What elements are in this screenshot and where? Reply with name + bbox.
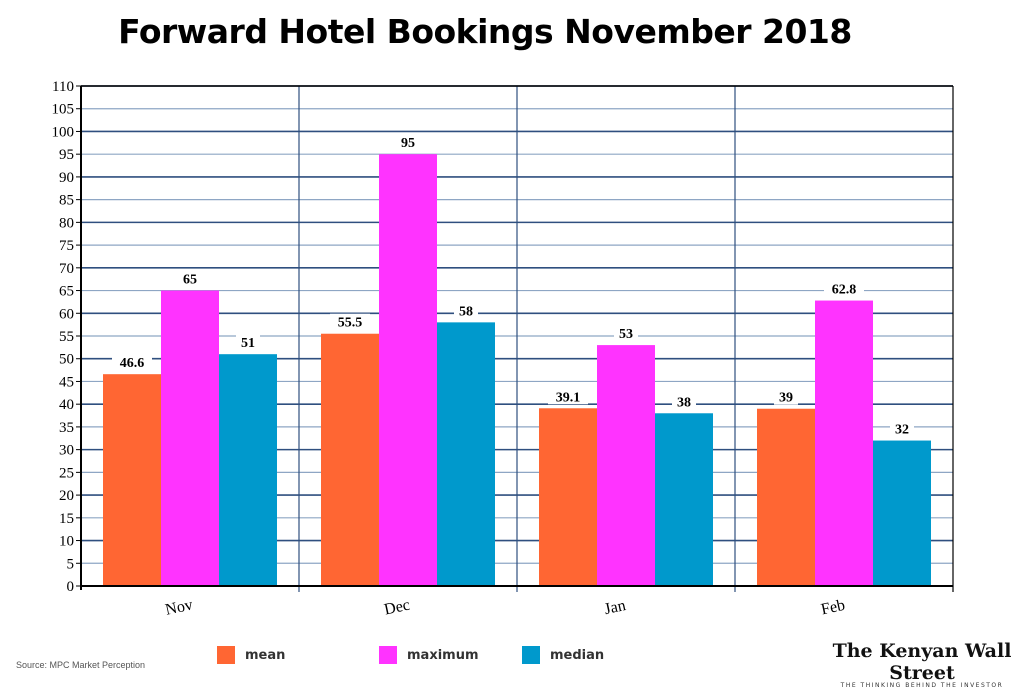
x-tick-label: Dec <box>383 597 412 619</box>
x-tick-label: Jan <box>603 597 627 618</box>
data-label: 55.5 <box>338 316 363 331</box>
y-tick-label: 60 <box>59 306 74 322</box>
data-label: 65 <box>183 273 197 288</box>
y-tick-label: 5 <box>67 556 75 572</box>
legend-label-mean: mean <box>245 647 286 663</box>
data-label: 62.8 <box>832 283 857 298</box>
y-tick-label: 75 <box>59 238 74 254</box>
y-tick-label: 40 <box>59 397 74 413</box>
legend-label-maximum: maximum <box>407 647 479 663</box>
bar-median-jan <box>655 413 713 586</box>
y-tick-label: 10 <box>59 534 74 550</box>
y-tick-label: 45 <box>59 374 74 390</box>
legend-swatch-median <box>522 646 540 664</box>
data-label: 53 <box>619 327 633 342</box>
bar-maximum-dec <box>379 154 437 586</box>
y-tick-label: 20 <box>59 488 74 504</box>
y-tick-label: 35 <box>59 420 74 436</box>
y-tick-label: 90 <box>59 170 74 186</box>
bar-maximum-jan <box>597 345 655 586</box>
bar-chart: 0 5 10 15 20 25 30 35 40 45 50 55 60 65 70 75 80 85 90 95 10… <box>52 79 954 619</box>
bar-mean-jan <box>539 408 597 586</box>
brand-tagline: THE THINKING BEHIND THE INVESTOR <box>840 682 1004 689</box>
data-label: 38 <box>677 395 691 410</box>
data-label: 51 <box>241 336 255 351</box>
y-tick-label: 25 <box>59 465 74 481</box>
data-label: 95 <box>401 136 415 151</box>
y-tick-label: 105 <box>52 102 75 118</box>
y-tick-label: 0 <box>67 579 75 595</box>
y-tick-label: 95 <box>59 147 74 163</box>
legend-swatch-maximum <box>379 646 397 664</box>
legend-swatch-mean <box>217 646 235 664</box>
y-tick-label: 30 <box>59 443 74 459</box>
brand-name: The Kenyan Wall Street <box>832 640 1012 684</box>
y-tick-label: 15 <box>59 511 74 527</box>
legend-item-median: median <box>522 646 604 664</box>
legend-item-maximum: maximum <box>379 646 479 664</box>
bar-maximum-nov <box>161 290 219 586</box>
y-tick-label: 110 <box>52 79 74 95</box>
y-tick-label: 65 <box>59 284 74 300</box>
bar-maximum-feb <box>815 300 873 586</box>
data-label: 46.6 <box>120 356 145 371</box>
bar-median-nov <box>219 354 277 586</box>
y-tick-label: 50 <box>59 352 74 368</box>
bar-mean-feb <box>757 408 815 586</box>
y-tick-label: 100 <box>52 124 75 140</box>
data-label: 39 <box>779 391 793 406</box>
bar-mean-nov <box>103 374 161 586</box>
bar-median-dec <box>437 322 495 586</box>
y-tick-label: 70 <box>59 261 74 277</box>
bar-median-feb <box>873 440 931 586</box>
legend-label-median: median <box>550 647 605 663</box>
chart-title: Forward Hotel Bookings November 2018 <box>118 12 852 51</box>
x-tick-label: Feb <box>820 597 847 619</box>
bar-mean-dec <box>321 333 379 586</box>
data-label: 32 <box>895 423 909 438</box>
data-label: 39.1 <box>556 390 581 405</box>
y-tick-label: 80 <box>59 215 74 231</box>
y-tick-label: 85 <box>59 193 74 209</box>
y-tick-label: 55 <box>59 329 74 345</box>
data-label: 58 <box>459 304 473 319</box>
x-tick-label: Nov <box>164 596 194 618</box>
legend-item-mean: mean <box>217 646 285 664</box>
source-note: Source: MPC Market Perception <box>16 660 146 670</box>
